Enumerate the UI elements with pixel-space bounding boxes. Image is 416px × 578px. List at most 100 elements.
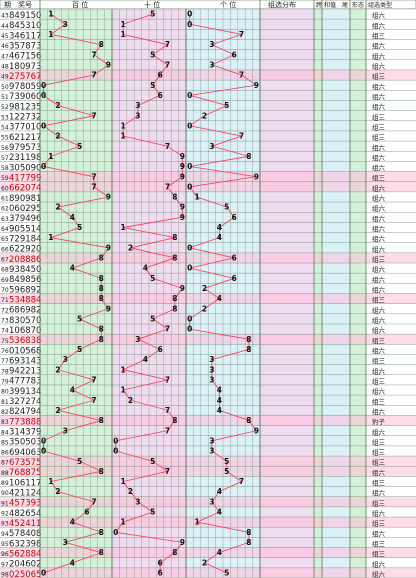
group-type-label: 组三 [372,72,386,81]
digit-mark: 7 [239,30,244,39]
prize-number: 978059 [9,82,41,92]
digit-mark: 7 [239,132,244,141]
digit-mark: 4 [70,558,75,567]
digit-mark: 5 [77,142,82,151]
prize-number: 773888 [9,417,41,427]
digit-mark: 5 [150,315,155,324]
digit-mark: 2 [55,406,60,415]
header-units: 个 位 [220,0,236,9]
digit-mark: 4 [143,264,148,273]
issue-number: 85 [1,439,9,446]
digit-mark: 9 [180,162,185,171]
digit-mark: 0 [187,20,192,29]
digit-mark: 3 [209,497,214,506]
group-type-label: 组六 [372,509,386,518]
group-type-label: 组三 [372,448,386,457]
digit-mark: 4 [217,548,222,557]
group-type-label: 组六 [372,265,386,274]
digit-mark: 1 [48,10,53,19]
digit-mark: 3 [63,538,68,547]
digit-mark: 7 [91,111,96,120]
group-type-label: 组三 [372,437,386,446]
digit-mark: 8 [99,467,104,476]
digit-mark: 0 [41,81,46,90]
digit-mark: 8 [172,304,177,313]
issue-number: 70 [1,287,9,294]
group-type-label: 组三 [372,295,386,304]
digit-mark: 0 [41,91,46,100]
prize-number: 314379 [9,428,41,438]
prize-number: 204602 [9,560,41,570]
digit-mark: 1 [120,132,125,141]
digit-mark: 2 [55,365,60,374]
prize-number: 457393 [9,499,41,509]
digit-mark: 8 [172,233,177,242]
digit-mark: 3 [209,142,214,151]
prize-number: 421124 [9,489,41,499]
digit-mark: 7 [91,375,96,384]
digit-mark: 4 [217,223,222,232]
digit-mark: 8 [172,416,177,425]
issue-number: 76 [1,348,9,355]
prize-number: 849150 [9,11,41,21]
issue-number: 54 [1,124,9,131]
issue-number: 66 [1,246,9,253]
digit-mark: 1 [48,233,53,242]
issue-number: 62 [1,206,9,213]
digit-mark: 6 [157,345,162,354]
group-type-label: 组六 [372,11,386,20]
group-type-label: 组三 [372,519,386,528]
digit-mark: 9 [180,284,185,293]
digit-mark: 8 [172,193,177,202]
highlight-row [0,466,416,477]
group-type-label: 组六 [372,224,386,233]
issue-number: 48 [1,63,9,70]
digit-mark: 4 [217,396,222,405]
digit-mark: 0 [41,162,46,171]
digit-mark: 6 [157,569,162,578]
issue-number: 79 [1,378,9,385]
prize-number: 693143 [9,356,41,366]
header-pattern: 形态 [352,1,364,9]
issue-number: 67 [1,257,9,264]
group-type-label: 组六 [372,204,386,213]
prize-number: 536838 [9,336,41,346]
prize-number: 377010 [9,123,41,133]
prize-number: 350503 [9,438,41,448]
group-type-label: 组三 [372,112,386,121]
digit-mark: 9 [180,538,185,547]
prize-number: 482654 [9,509,41,519]
prize-number: 477783 [9,377,41,387]
highlight-row [0,334,416,345]
digit-mark: 4 [70,518,75,527]
issue-number: 74 [1,328,9,335]
group-type-label: 组三 [372,31,386,40]
header-tail: 尾 [342,2,348,9]
digit-mark: 7 [165,426,170,435]
prize-number: 467156 [9,52,41,62]
group-type-label: 组六 [372,214,386,223]
issue-number: 72 [1,307,9,314]
issue-number: 49 [1,74,9,81]
group-type-label: 组六 [372,427,386,436]
trend-lines [42,13,258,574]
digit-mark: 5 [150,10,155,19]
digit-mark: 8 [172,548,177,557]
digit-mark: 8 [99,528,104,537]
digit-mark: 7 [91,71,96,80]
group-type-label: 组六 [372,194,386,203]
prize-number: 208886 [9,255,41,265]
prize-number: 275767 [9,72,41,82]
header-tens: 十 位 [144,0,160,9]
digit-mark: 7 [239,71,244,80]
digit-mark: 1 [120,223,125,232]
digit-mark: 2 [55,101,60,110]
group-type-label: 组六 [372,244,386,253]
digit-mark: 7 [165,325,170,334]
prize-number: 890981 [9,194,41,204]
group-type-label: 组六 [372,41,386,50]
group-type-label: 豹子 [372,417,386,426]
issue-number: 69 [1,277,9,284]
